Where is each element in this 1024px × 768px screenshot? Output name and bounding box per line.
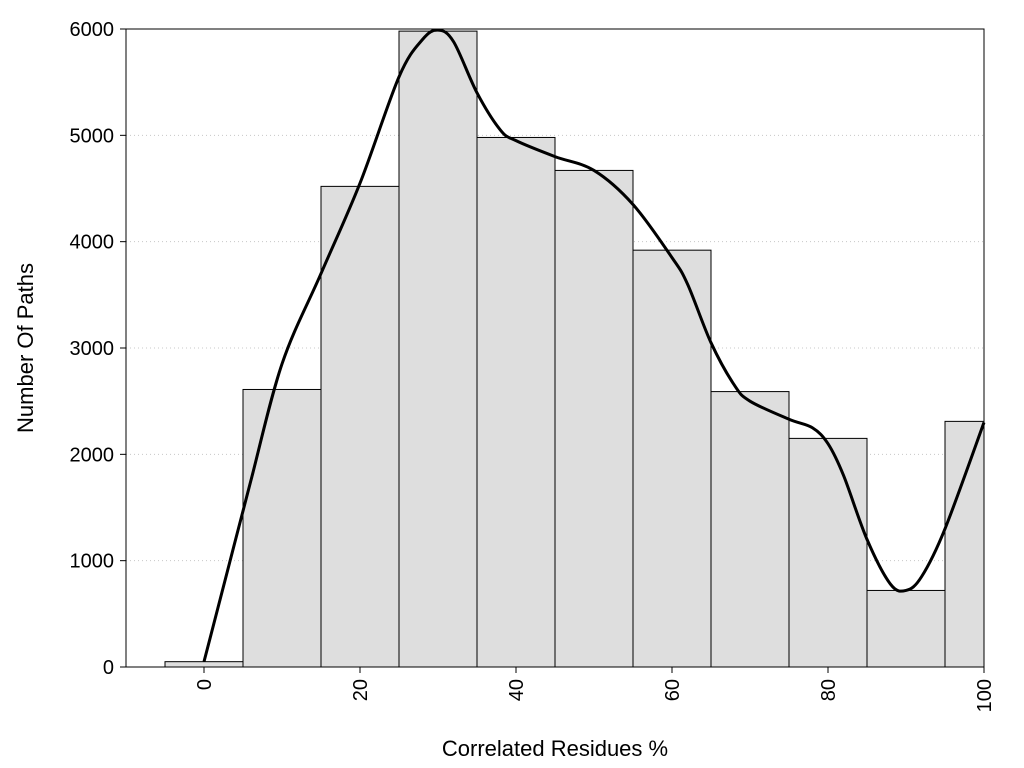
- histogram-bar: [632, 249, 712, 668]
- density-curve-line: [202, 28, 986, 663]
- histogram-bar: [788, 437, 868, 668]
- histogram-bar: [320, 185, 400, 668]
- x-tick-label: 0: [194, 679, 216, 690]
- x-tick-label: 80: [818, 679, 840, 701]
- y-tick-label: 5000: [70, 125, 115, 147]
- histogram-bar: [710, 391, 790, 668]
- histogram-bar: [944, 420, 985, 668]
- y-axis-title: Number Of Paths: [13, 263, 38, 433]
- histogram-bar: [554, 169, 634, 668]
- x-axis-title: Correlated Residues %: [442, 736, 668, 761]
- histogram-bar: [242, 388, 322, 668]
- histogram-bar: [398, 30, 478, 668]
- x-tick-label: 100: [974, 679, 996, 712]
- y-tick-label: 1000: [70, 551, 115, 573]
- histogram-bar: [866, 589, 946, 668]
- y-tick-label: 2000: [70, 444, 115, 466]
- y-tick-label: 3000: [70, 338, 115, 360]
- x-tick-label: 60: [662, 679, 684, 701]
- y-tick-label: 4000: [70, 232, 115, 254]
- x-tick-label: 20: [350, 679, 372, 701]
- y-tick-label: 6000: [70, 19, 115, 41]
- y-tick-label: 0: [103, 657, 114, 679]
- histogram-bar: [476, 136, 556, 668]
- histogram-bar: [164, 661, 244, 668]
- histogram-bars: [164, 30, 985, 668]
- x-axis-ticks: 0 20 40 60 80 100: [194, 667, 996, 712]
- x-tick-label: 40: [506, 679, 528, 701]
- y-axis-ticks: 0 1000 2000 3000 4000 5000 6000: [70, 19, 126, 679]
- density-curve: [202, 28, 986, 663]
